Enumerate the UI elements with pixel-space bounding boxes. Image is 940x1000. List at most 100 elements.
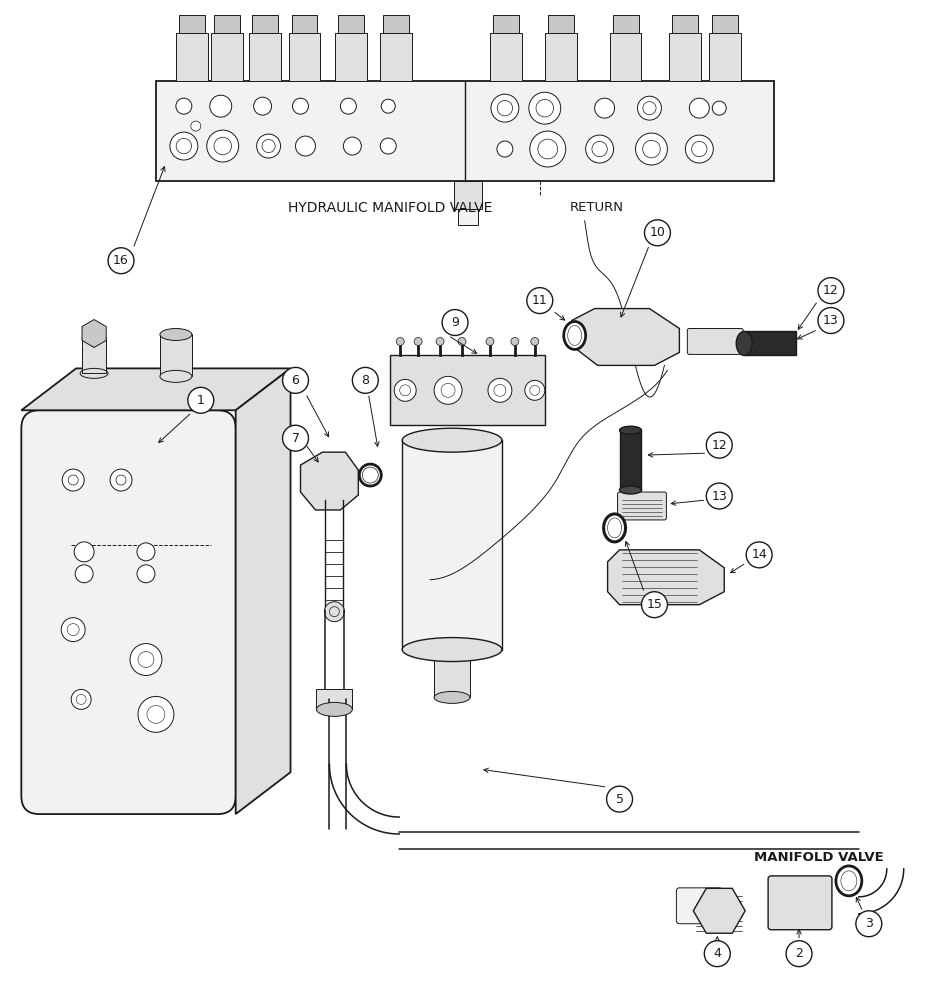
Circle shape — [486, 337, 494, 345]
Circle shape — [397, 337, 404, 345]
Circle shape — [641, 592, 667, 618]
FancyBboxPatch shape — [768, 876, 832, 930]
Bar — [493, 15, 519, 33]
Bar — [179, 15, 205, 33]
Text: 12: 12 — [823, 284, 838, 297]
Text: 16: 16 — [113, 254, 129, 267]
Circle shape — [295, 136, 316, 156]
Circle shape — [137, 565, 155, 583]
Polygon shape — [22, 368, 290, 410]
Circle shape — [343, 137, 361, 155]
Text: 10: 10 — [650, 226, 666, 239]
Bar — [710, 33, 742, 81]
Bar — [434, 650, 470, 697]
Bar — [381, 33, 412, 81]
Circle shape — [61, 618, 86, 642]
Text: RETURN: RETURN — [570, 201, 624, 214]
Circle shape — [170, 132, 197, 160]
Polygon shape — [236, 368, 290, 814]
Ellipse shape — [619, 426, 641, 434]
Ellipse shape — [317, 702, 352, 716]
Circle shape — [110, 469, 132, 491]
Bar — [82, 338, 106, 373]
Circle shape — [458, 337, 466, 345]
Bar — [156, 81, 775, 181]
Circle shape — [130, 644, 162, 675]
Ellipse shape — [402, 428, 502, 452]
Bar — [744, 331, 796, 355]
Polygon shape — [572, 309, 680, 365]
Bar — [317, 689, 352, 709]
Circle shape — [381, 138, 397, 154]
Text: 2: 2 — [795, 947, 803, 960]
Bar — [609, 33, 641, 81]
Bar — [613, 15, 638, 33]
Circle shape — [340, 98, 356, 114]
Circle shape — [176, 98, 192, 114]
Bar — [176, 33, 208, 81]
FancyBboxPatch shape — [677, 888, 722, 924]
Circle shape — [713, 101, 727, 115]
Circle shape — [138, 696, 174, 732]
Circle shape — [188, 387, 213, 413]
Text: 6: 6 — [291, 374, 300, 387]
Circle shape — [706, 483, 732, 509]
Text: 7: 7 — [291, 432, 300, 445]
Bar — [454, 181, 482, 209]
Circle shape — [606, 786, 633, 812]
Ellipse shape — [82, 333, 106, 343]
Circle shape — [525, 380, 545, 400]
Text: 3: 3 — [865, 917, 872, 930]
Text: 11: 11 — [532, 294, 548, 307]
Circle shape — [442, 310, 468, 335]
Circle shape — [635, 133, 667, 165]
Circle shape — [257, 134, 280, 158]
Bar — [458, 209, 478, 225]
Circle shape — [685, 135, 713, 163]
Ellipse shape — [619, 486, 641, 494]
Circle shape — [704, 941, 730, 967]
Bar — [338, 15, 365, 33]
Circle shape — [108, 248, 134, 274]
Circle shape — [645, 220, 670, 246]
Bar — [490, 33, 522, 81]
Bar — [249, 33, 280, 81]
Circle shape — [529, 92, 561, 124]
Circle shape — [818, 278, 844, 304]
Bar — [160, 334, 192, 376]
Circle shape — [586, 135, 614, 163]
Circle shape — [210, 95, 231, 117]
Ellipse shape — [362, 467, 378, 483]
Polygon shape — [607, 550, 724, 605]
Circle shape — [74, 542, 94, 562]
Bar — [713, 15, 738, 33]
FancyBboxPatch shape — [687, 329, 744, 354]
Circle shape — [352, 367, 378, 393]
Text: 8: 8 — [361, 374, 369, 387]
Circle shape — [786, 941, 812, 967]
Text: HYDRAULIC MANIFOLD VALVE: HYDRAULIC MANIFOLD VALVE — [288, 201, 493, 215]
Text: 1: 1 — [196, 394, 205, 407]
Bar — [289, 33, 321, 81]
Text: 13: 13 — [712, 490, 728, 503]
Circle shape — [382, 99, 395, 113]
Ellipse shape — [603, 514, 625, 542]
Bar — [211, 33, 243, 81]
Ellipse shape — [564, 322, 586, 349]
Ellipse shape — [434, 691, 470, 703]
Circle shape — [706, 432, 732, 458]
Circle shape — [595, 98, 615, 118]
Text: 5: 5 — [616, 793, 623, 806]
Circle shape — [526, 288, 553, 314]
Bar — [291, 15, 318, 33]
Bar — [384, 15, 409, 33]
Bar — [213, 15, 240, 33]
Bar — [402, 440, 502, 650]
Circle shape — [191, 121, 201, 131]
Circle shape — [746, 542, 772, 568]
Circle shape — [324, 602, 344, 622]
Circle shape — [71, 689, 91, 709]
Circle shape — [254, 97, 272, 115]
Circle shape — [436, 337, 444, 345]
Bar — [336, 33, 368, 81]
